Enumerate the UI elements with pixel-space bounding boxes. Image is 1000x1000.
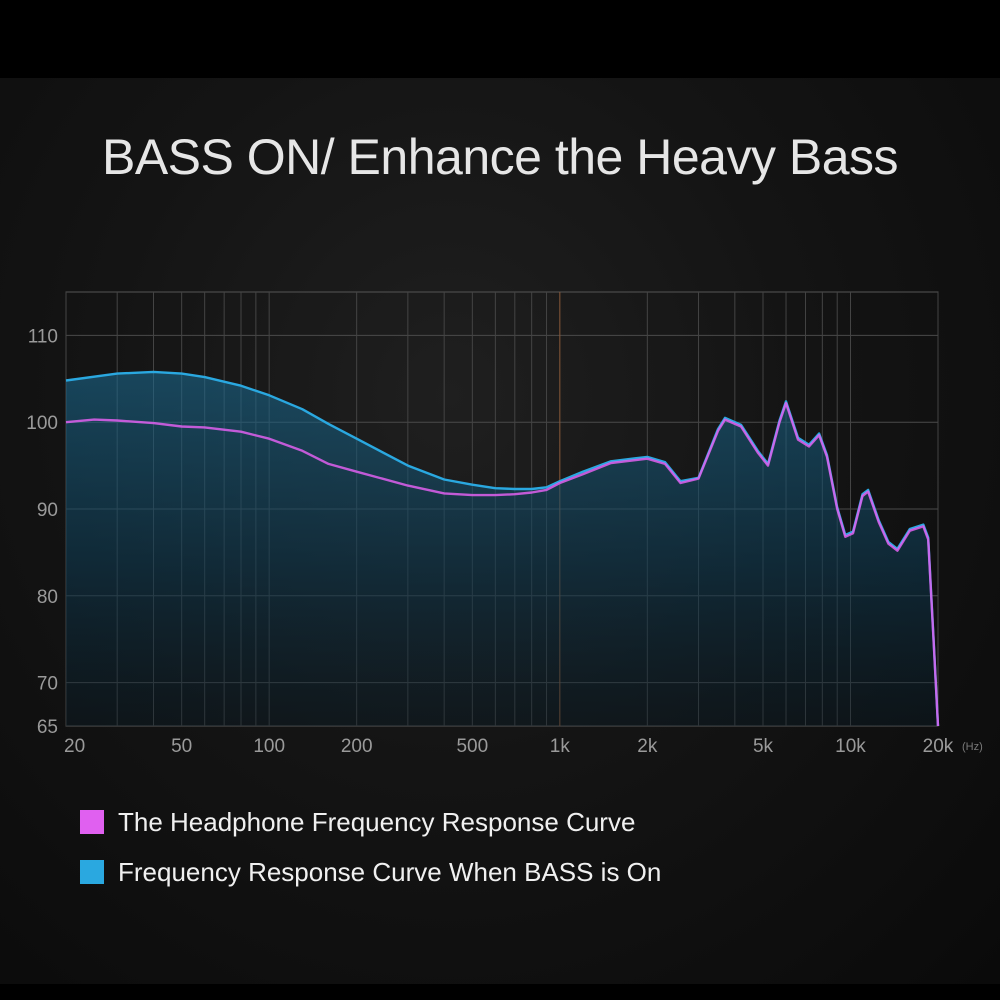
y-tick-label: 90 <box>37 500 58 521</box>
x-tick-label: 20 <box>64 736 85 757</box>
legend-swatch-blue <box>80 860 104 884</box>
y-tick-label: 70 <box>37 674 58 695</box>
y-tick-label: 65 <box>37 717 58 738</box>
x-tick-label: 20k <box>923 736 954 757</box>
tick-labels: 65 70 80 90 100 110 20 50 100 200 500 1k 2k 5k 10k 20k (… <box>26 326 982 757</box>
legend-item-headphone: The Headphone Frequency Response Curve <box>80 807 880 837</box>
x-tick-label: 10k <box>835 736 866 757</box>
series-lines <box>65 370 940 727</box>
y-tick-label: 100 <box>26 413 58 434</box>
x-tick-label: 500 <box>456 736 488 757</box>
y-tick-label: 110 <box>28 326 58 347</box>
x-tick-label: 100 <box>253 736 285 757</box>
area-fill <box>66 371 938 726</box>
y-tick-label: 80 <box>37 587 58 608</box>
series-line-headphone <box>65 401 940 727</box>
x-tick-label: 200 <box>341 736 373 757</box>
legend-swatch-pink <box>80 810 104 834</box>
legend-item-bass-on: Frequency Response Curve When BASS is On <box>80 857 880 887</box>
x-tick-label: 50 <box>171 736 192 757</box>
x-unit-label: (Hz) <box>962 741 983 753</box>
legend-label: The Headphone Frequency Response Curve <box>118 806 636 837</box>
x-tick-label: 5k <box>753 736 774 757</box>
x-tick-label: 1k <box>550 736 571 757</box>
chart-title: BASS ON/ Enhance the Heavy Bass <box>101 129 899 185</box>
area-under-bass-curve <box>66 371 938 726</box>
legend-label: Frequency Response Curve When BASS is On <box>118 856 662 887</box>
x-tick-label: 2k <box>637 736 658 757</box>
